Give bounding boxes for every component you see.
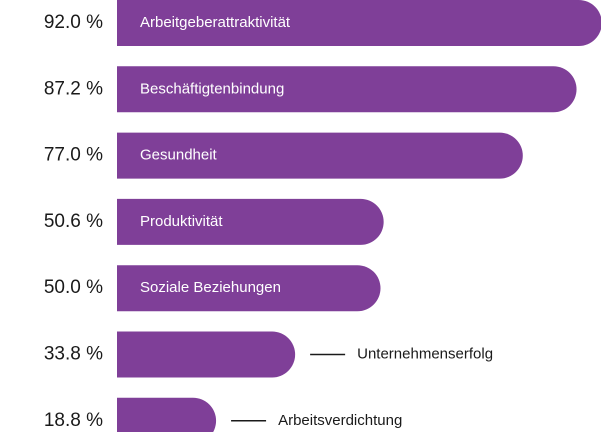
value-label: 18.8 %: [44, 410, 103, 431]
value-label: 87.2 %: [44, 78, 103, 99]
bar: [117, 265, 381, 312]
value-label: 33.8 %: [44, 344, 103, 365]
bar: [117, 66, 577, 113]
value-label: 92.0 %: [44, 12, 103, 33]
bar: [117, 331, 296, 378]
bar: [117, 397, 217, 432]
bar: [117, 198, 384, 245]
category-label: Beschäftigtenbindung: [140, 80, 284, 97]
bar: [117, 0, 601, 46]
value-label: 50.6 %: [44, 211, 103, 232]
bar: [117, 132, 523, 179]
category-label: Arbeitsverdichtung: [278, 412, 402, 429]
value-label: 77.0 %: [44, 145, 103, 166]
category-label: Soziale Beziehungen: [140, 279, 281, 296]
value-label: 50.0 %: [44, 277, 103, 298]
category-label: Arbeitgeberattraktivität: [140, 14, 291, 31]
category-label: Gesundheit: [140, 147, 218, 164]
category-label: Produktivität: [140, 213, 223, 230]
category-label: Unternehmenserfolg: [357, 345, 493, 362]
